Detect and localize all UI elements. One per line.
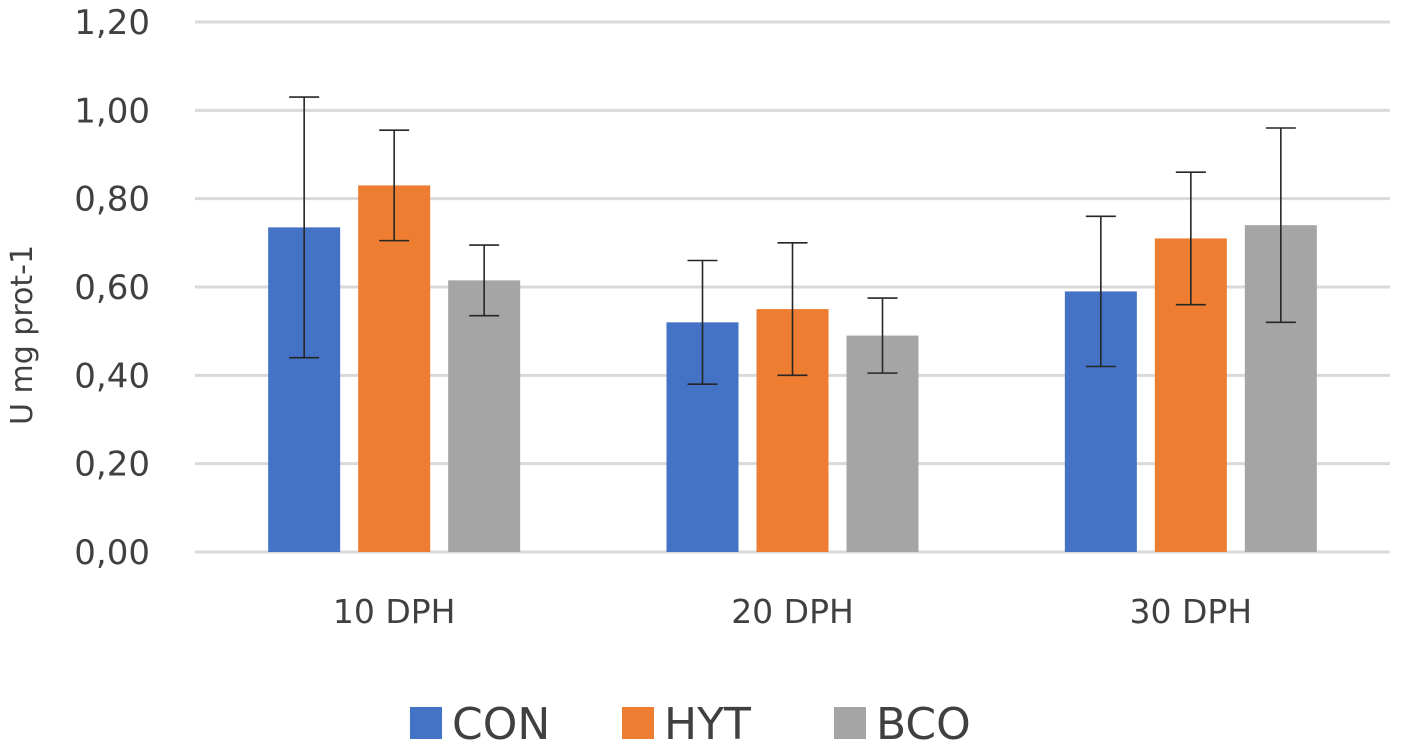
bar-bco-10-dph: [448, 280, 521, 552]
error-bar: [289, 96, 320, 359]
y-tick-label: 1,00: [74, 91, 150, 131]
x-category-label: 30 DPH: [1130, 592, 1253, 631]
legend-item-hyt: HYT: [622, 699, 751, 750]
error-bar: [469, 244, 500, 317]
error-bar: [1265, 127, 1296, 324]
error-bars: [289, 96, 1296, 385]
x-axis-category-labels: 10 DPH 20 DPH 30 DPH: [333, 592, 1252, 631]
legend: CON HYT BCO: [410, 699, 971, 750]
legend-swatch: [622, 707, 654, 739]
y-axis-label: U mg prot-1: [5, 245, 40, 425]
legend-label: HYT: [664, 699, 751, 750]
y-tick-label: 0,80: [74, 180, 150, 220]
bars: [268, 185, 1317, 552]
legend-item-con: CON: [410, 699, 550, 750]
legend-item-bco: BCO: [834, 699, 971, 750]
y-tick-label: 0,00: [74, 533, 150, 573]
legend-swatch: [834, 707, 866, 739]
error-bar: [777, 242, 808, 377]
y-tick-label: 0,40: [74, 356, 150, 396]
error-bar: [379, 129, 410, 242]
x-category-label: 10 DPH: [333, 592, 456, 631]
legend-label: BCO: [876, 699, 971, 750]
y-tick-label: 0,60: [74, 268, 150, 308]
legend-swatch: [410, 707, 442, 739]
legend-label: CON: [452, 699, 550, 750]
error-bar: [867, 297, 898, 374]
y-tick-label: 0,20: [74, 445, 150, 485]
y-tick-label: 1,20: [74, 3, 150, 43]
error-bar: [1085, 215, 1116, 368]
error-bar: [687, 259, 718, 385]
error-bar: [1175, 171, 1206, 306]
bar-hyt-10-dph: [358, 185, 431, 552]
x-category-label: 20 DPH: [731, 592, 854, 631]
y-axis-tick-labels: 0,00 0,20 0,40 0,60 0,80 1,00 1,20: [74, 3, 150, 573]
